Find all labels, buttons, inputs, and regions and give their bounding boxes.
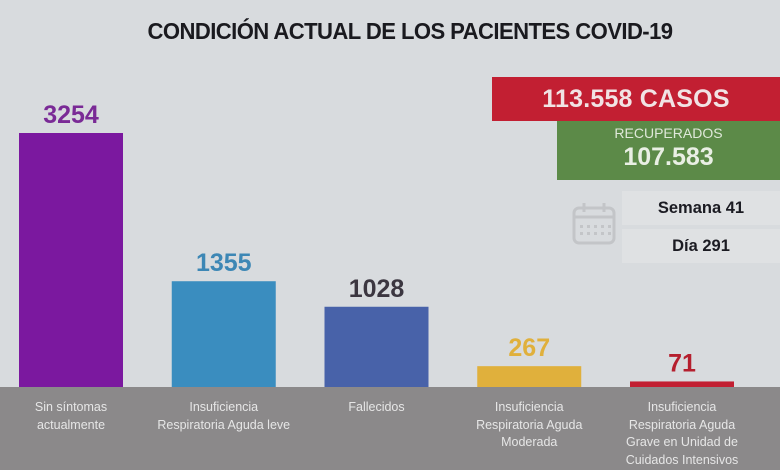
category-label-line: Insuficiencia <box>647 400 717 414</box>
category-label-2: Insuficiencia Respiratoria Aguda leve <box>144 399 304 434</box>
category-label-5: Insuficiencia Respiratoria Aguda Grave en … <box>602 399 762 469</box>
category-label-line: Cuidados Intensivos <box>625 452 739 467</box>
recovered-value: 107.583 <box>623 143 714 171</box>
data-label-3: 1028 <box>349 275 405 303</box>
category-label-line: Grave en Unidad de <box>626 435 738 449</box>
bar-5 <box>630 381 734 387</box>
category-label-line: Moderada <box>501 435 558 449</box>
bar-2 <box>171 281 276 387</box>
recovered-box: RECUPERADOS 107.583 <box>557 121 780 180</box>
day-box: Día 291 <box>622 229 780 263</box>
category-label-line: actualmente <box>36 417 106 432</box>
category-label-line: Insuficiencia <box>189 400 259 414</box>
week-box: Semana 41 <box>622 191 780 225</box>
data-label-1: 3254 <box>43 101 99 129</box>
category-label-line: Respiratoria Aguda <box>628 417 736 432</box>
category-label-line: Sin síntomas <box>34 400 108 414</box>
category-label-1: Sin síntomas actualmente <box>0 399 151 434</box>
recovered-label: RECUPERADOS <box>614 125 723 141</box>
category-label-line: Respiratoria Aguda leve <box>157 417 291 432</box>
calendar-icon <box>572 203 616 245</box>
data-label-4: 267 <box>508 334 550 362</box>
bar-3 <box>324 306 429 387</box>
category-label-3: Fallecidos <box>297 399 457 417</box>
category-label-line: Insuficiencia <box>494 400 564 414</box>
bar-1 <box>19 133 123 387</box>
data-label-2: 1355 <box>196 249 252 277</box>
category-label-4: Insuficiencia Respiratoria Aguda Moderada <box>449 399 609 452</box>
category-label-line: Fallecidos <box>348 400 405 414</box>
chart-title: CONDICIÓN ACTUAL DE LOS PACIENTES COVID-… <box>147 18 673 44</box>
total-cases-box: 113.558 CASOS <box>492 77 780 121</box>
bar-4 <box>477 366 582 387</box>
data-label-5: 71 <box>668 349 696 377</box>
category-label-line: Respiratoria Aguda <box>476 417 583 432</box>
category-band <box>0 387 780 470</box>
